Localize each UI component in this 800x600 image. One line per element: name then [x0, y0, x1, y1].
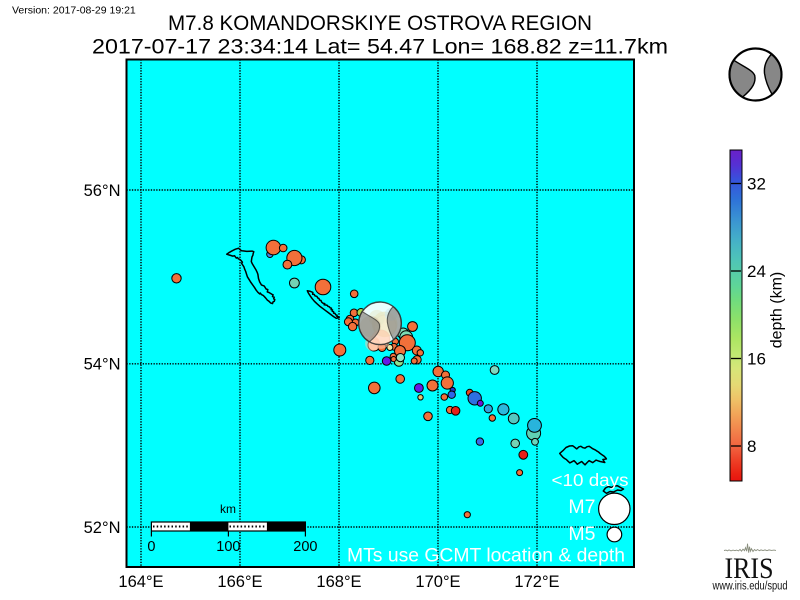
svg-text:166°E: 166°E — [217, 573, 262, 591]
svg-text:8: 8 — [747, 437, 756, 456]
svg-text:172°E: 172°E — [514, 573, 559, 591]
svg-text:164°E: 164°E — [118, 573, 163, 591]
svg-text:52°N: 52°N — [84, 519, 121, 537]
svg-text:16: 16 — [747, 350, 766, 369]
svg-text:depth (km): depth (km) — [769, 272, 786, 348]
svg-text:32: 32 — [747, 175, 766, 194]
svg-text:M5: M5 — [568, 523, 595, 545]
svg-text:Version: 2017-08-29 19:21: Version: 2017-08-29 19:21 — [12, 5, 136, 17]
svg-text:0: 0 — [147, 539, 155, 555]
svg-text:<10 days: <10 days — [552, 470, 629, 490]
svg-text:200: 200 — [293, 539, 317, 555]
svg-text:M7.8 KOMANDORSKIYE OSTROVA REG: M7.8 KOMANDORSKIYE OSTROVA REGION — [168, 11, 592, 35]
svg-text:24: 24 — [747, 262, 766, 281]
svg-text:www.iris.edu/spud: www.iris.edu/spud — [712, 581, 788, 593]
svg-text:IRIS: IRIS — [725, 552, 774, 585]
svg-text:56°N: 56°N — [84, 182, 121, 200]
svg-text:170°E: 170°E — [415, 573, 460, 591]
svg-text:100: 100 — [216, 539, 240, 555]
svg-text:2017-07-17 23:34:14 Lat= 54.47: 2017-07-17 23:34:14 Lat= 54.47 Lon= 168.… — [92, 35, 668, 59]
svg-text:km: km — [220, 502, 236, 516]
svg-text:168°E: 168°E — [316, 573, 361, 591]
svg-text:MTs use GCMT location & depth: MTs use GCMT location & depth — [347, 546, 625, 567]
svg-text:M7: M7 — [568, 496, 595, 518]
svg-text:54°N: 54°N — [84, 356, 121, 374]
